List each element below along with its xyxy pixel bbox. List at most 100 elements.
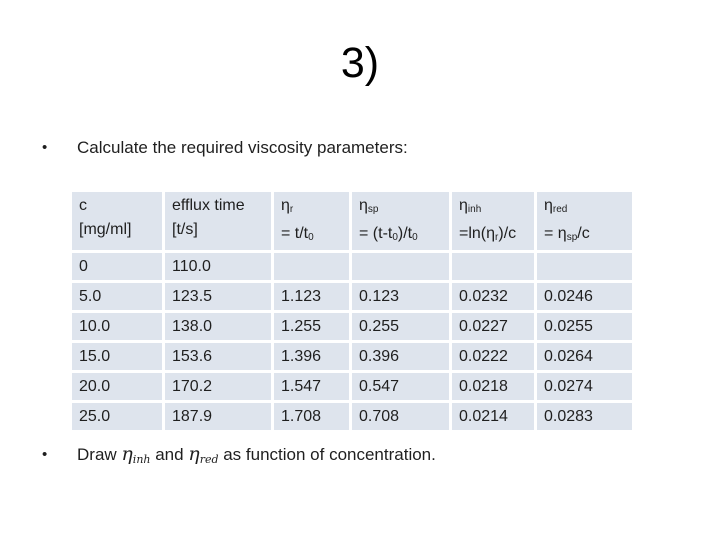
- table-cell: 1.255: [274, 313, 349, 340]
- bullet-draw: • Draw ηinh and ηred as function of conc…: [42, 443, 436, 471]
- formula-text: = η: [544, 225, 567, 242]
- eta-symbol: η: [188, 443, 200, 465]
- table-cell: 10.0: [72, 313, 162, 340]
- bullet-calculate-text: Calculate the required viscosity paramet…: [77, 138, 408, 157]
- table-row: 25.0 187.9 1.708 0.708 0.0214 0.0283: [72, 403, 632, 430]
- eta-subscript: inh: [467, 204, 482, 215]
- table-cell: 1.708: [274, 403, 349, 430]
- table-cell: 0.0283: [537, 403, 632, 430]
- bullet-icon: •: [42, 139, 48, 156]
- bullet-text-segment: Draw: [77, 445, 122, 464]
- table-row: 15.0 153.6 1.396 0.396 0.0222 0.0264: [72, 343, 632, 370]
- table-cell: 0.0222: [452, 343, 534, 370]
- page-title: 3): [340, 39, 380, 87]
- header-cell-eta-inh: ηinh =ln(ηr)/c: [452, 192, 534, 250]
- header-line2: =ln(ηr)/c: [459, 222, 534, 250]
- table-cell: 0.0227: [452, 313, 534, 340]
- header-line2: [t/s]: [172, 218, 271, 242]
- formula-subscript: 0: [392, 232, 398, 243]
- table-cell: 1.123: [274, 283, 349, 310]
- table-cell: 0.547: [352, 373, 449, 400]
- header-line1: efflux time: [172, 194, 271, 218]
- eta-subscript: sp: [367, 204, 379, 215]
- table-row: 10.0 138.0 1.255 0.255 0.0227 0.0255: [72, 313, 632, 340]
- table-cell: 0.0274: [537, 373, 632, 400]
- table-cell: 0.0264: [537, 343, 632, 370]
- bullet-text-segment: and: [150, 445, 189, 464]
- eta-symbol: η: [544, 197, 553, 214]
- eta-symbol: η: [459, 197, 468, 214]
- formula-text: )/t: [397, 225, 413, 242]
- table-cell: 0.123: [352, 283, 449, 310]
- header-line1: ηinh: [459, 194, 534, 222]
- table-cell: 0.396: [352, 343, 449, 370]
- eta-subscript: red: [199, 453, 219, 466]
- header-text: [mg/ml]: [79, 221, 132, 238]
- table-cell: 138.0: [165, 313, 271, 340]
- formula-subscript: 0: [308, 232, 314, 243]
- table-cell: 25.0: [72, 403, 162, 430]
- header-text: c: [79, 197, 87, 214]
- table-cell: 5.0: [72, 283, 162, 310]
- table-cell: 153.6: [165, 343, 271, 370]
- table-cell: [537, 253, 632, 280]
- table-cell: 1.547: [274, 373, 349, 400]
- table-cell: 123.5: [165, 283, 271, 310]
- table-cell: 110.0: [165, 253, 271, 280]
- header-line1: ηr: [281, 194, 349, 222]
- header-cell-concentration: c [mg/ml]: [72, 192, 162, 250]
- eta-symbol: η: [281, 197, 290, 214]
- table-cell: [274, 253, 349, 280]
- table-cell: 0.255: [352, 313, 449, 340]
- header-text: [t/s]: [172, 221, 198, 238]
- formula-text: )/c: [498, 225, 517, 242]
- header-row: c [mg/ml] efflux time [t/s] ηr = t/t0 ηs…: [72, 192, 632, 250]
- header-line2: = (t-t0)/t0: [359, 222, 449, 250]
- table-cell: 15.0: [72, 343, 162, 370]
- table-cell: 0.0218: [452, 373, 534, 400]
- table-cell: 20.0: [72, 373, 162, 400]
- table-cell: 187.9: [165, 403, 271, 430]
- header-line1: c: [79, 194, 162, 218]
- eta-subscript: inh: [132, 453, 151, 466]
- formula-subscript: 0: [412, 232, 418, 243]
- bullet-icon: •: [42, 446, 48, 463]
- table-cell: 0.0232: [452, 283, 534, 310]
- formula-text: = t/t: [281, 225, 309, 242]
- table-row: 5.0 123.5 1.123 0.123 0.0232 0.0246: [72, 283, 632, 310]
- bullet-draw-text: Draw ηinh and ηred as function of concen…: [77, 443, 436, 471]
- formula-text: = (t-t: [359, 225, 393, 242]
- table-cell: 0.0255: [537, 313, 632, 340]
- eta-subscript: red: [552, 204, 568, 215]
- header-cell-eta-sp: ηsp = (t-t0)/t0: [352, 192, 449, 250]
- viscosity-table: c [mg/ml] efflux time [t/s] ηr = t/t0 ηs…: [69, 189, 635, 433]
- header-line2: = t/t0: [281, 222, 349, 250]
- table-cell: [352, 253, 449, 280]
- table-row: 0 110.0: [72, 253, 632, 280]
- formula-text: /c: [577, 225, 590, 242]
- bullet-calculate: • Calculate the required viscosity param…: [42, 136, 408, 159]
- header-cell-efflux-time: efflux time [t/s]: [165, 192, 271, 250]
- table-cell: 170.2: [165, 373, 271, 400]
- table-cell: 0.0246: [537, 283, 632, 310]
- formula-text: =ln(η: [459, 225, 496, 242]
- table-cell: 0.0214: [452, 403, 534, 430]
- header-cell-eta-r: ηr = t/t0: [274, 192, 349, 250]
- header-line2: [mg/ml]: [79, 218, 162, 242]
- header-line1: ηred: [544, 194, 632, 222]
- formula-subscript: r: [495, 232, 499, 243]
- bullet-text-segment: as function of concentration.: [218, 445, 436, 464]
- header-line1: ηsp: [359, 194, 449, 222]
- table-cell: 0: [72, 253, 162, 280]
- eta-subscript: r: [289, 204, 294, 215]
- eta-symbol: η: [121, 443, 133, 465]
- header-text: efflux time: [172, 197, 245, 214]
- header-cell-eta-red: ηred = ηsp/c: [537, 192, 632, 250]
- table-cell: 0.708: [352, 403, 449, 430]
- eta-symbol: η: [359, 197, 368, 214]
- table-row: 20.0 170.2 1.547 0.547 0.0218 0.0274: [72, 373, 632, 400]
- table-cell: 1.396: [274, 343, 349, 370]
- table-cell: [452, 253, 534, 280]
- header-line2: = ηsp/c: [544, 222, 632, 250]
